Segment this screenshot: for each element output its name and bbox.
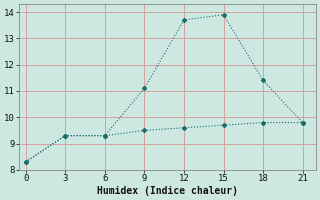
X-axis label: Humidex (Indice chaleur): Humidex (Indice chaleur) <box>97 186 238 196</box>
